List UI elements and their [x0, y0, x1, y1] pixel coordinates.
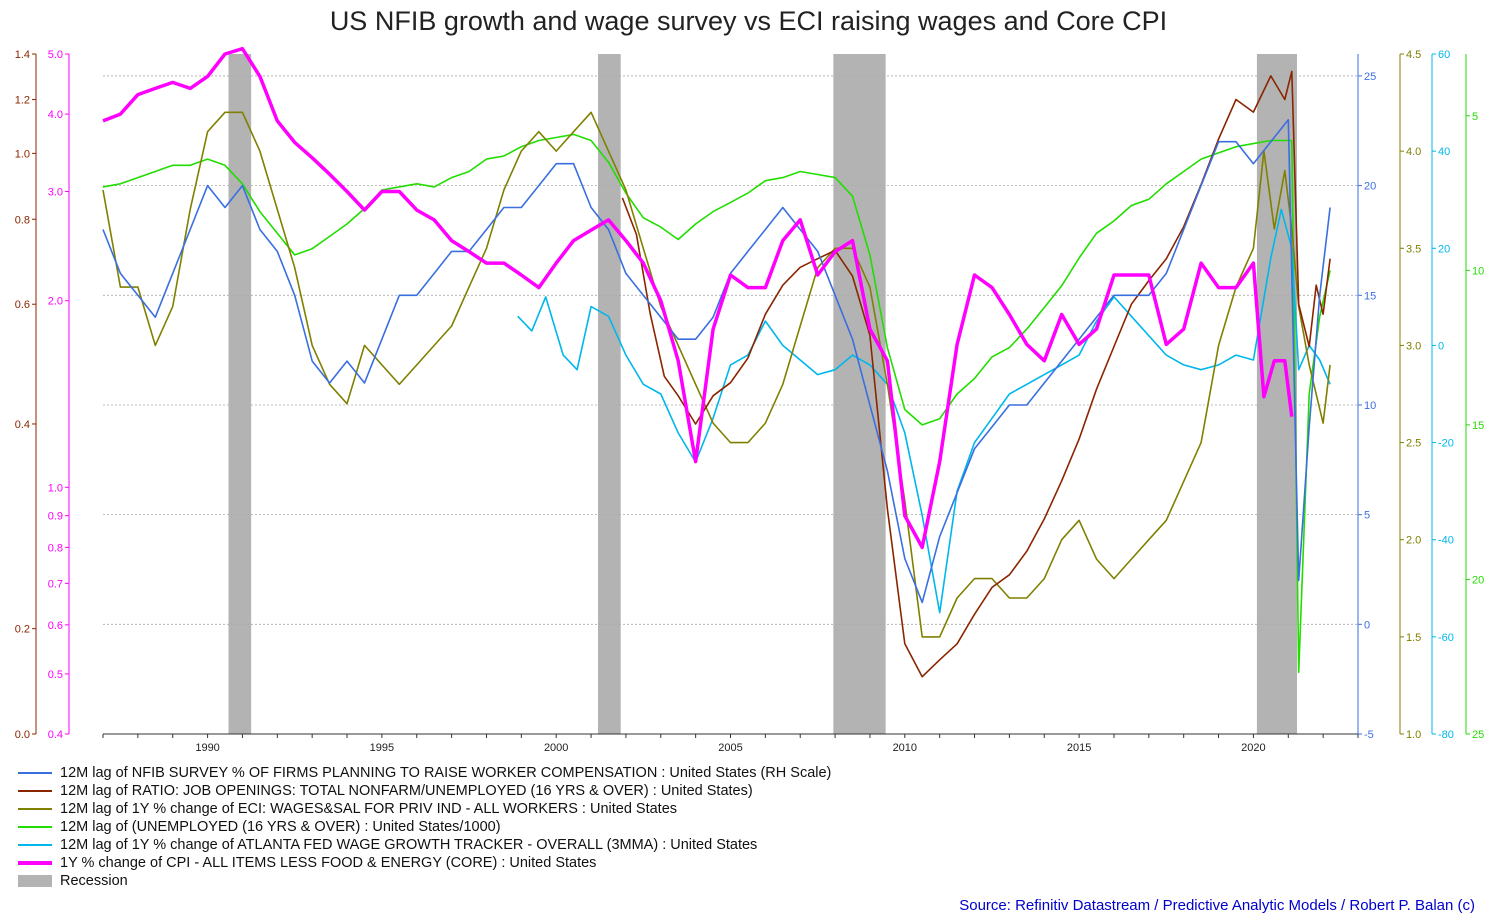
recession-band [833, 54, 886, 734]
job_ratio-tick-label: 0.6 [15, 299, 30, 311]
legend-swatch [18, 844, 52, 846]
nfib-tick-label: 15 [1364, 290, 1376, 302]
atlanta-tick-label: -80 [1438, 729, 1454, 741]
atlanta-tick-label: -20 [1438, 438, 1454, 450]
atlanta-tick-label: 0 [1438, 340, 1444, 352]
atlanta-tick-label: -60 [1438, 632, 1454, 644]
chart-title: US NFIB growth and wage survey vs ECI ra… [329, 6, 1168, 36]
recession-bands [228, 54, 1297, 734]
recession-band [228, 54, 252, 734]
cpi-tick-label: 4.0 [48, 109, 63, 121]
cpi-tick-label: 1.0 [48, 482, 63, 494]
nfib-tick-label: 0 [1364, 619, 1370, 631]
legend-item-cpi: 1Y % change of CPI - ALL ITEMS LESS FOOD… [18, 854, 831, 872]
job_ratio-tick-label: 0.0 [15, 729, 30, 741]
eci-tick-label: 2.5 [1406, 438, 1421, 450]
series-nfib [102, 119, 1331, 604]
unemployed-tick-label: 10 [1472, 265, 1484, 277]
x-tick-label: 1995 [370, 742, 394, 754]
legend-swatch [18, 772, 52, 774]
eci-tick-label: 4.5 [1406, 49, 1421, 61]
series-lines [102, 46, 1331, 678]
recession-band [598, 54, 621, 734]
eci-tick-label: 4.0 [1406, 146, 1421, 158]
legend-label: 1Y % change of CPI - ALL ITEMS LESS FOOD… [60, 855, 597, 871]
legend-label: 12M lag of 1Y % change of ATLANTA FED WA… [60, 837, 758, 853]
legend-item-nfib: 12M lag of NFIB SURVEY % OF FIRMS PLANNI… [18, 764, 831, 782]
legend-label: 12M lag of RATIO: JOB OPENINGS: TOTAL NO… [60, 783, 753, 799]
unemployed-tick-label: 5 [1472, 111, 1478, 123]
legend-item-atlanta: 12M lag of 1Y % change of ATLANTA FED WA… [18, 836, 831, 854]
cpi-tick-label: 0.6 [48, 620, 63, 632]
eci-tick-label: 3.5 [1406, 243, 1421, 255]
x-tick-label: 2005 [718, 742, 742, 754]
series-unemployed [102, 133, 1331, 674]
unemployed-tick-label: 25 [1472, 729, 1484, 741]
nfib-tick-label: 5 [1364, 510, 1370, 522]
eci-tick-label: 2.0 [1406, 535, 1421, 547]
nfib-tick-label: 25 [1364, 71, 1376, 83]
job_ratio-tick-label: 0.2 [15, 624, 30, 636]
legend-item-eci: 12M lag of 1Y % change of ECI: WAGES&SAL… [18, 800, 831, 818]
job_ratio-tick-label: 1.4 [15, 49, 30, 61]
eci-tick-label: 1.5 [1406, 632, 1421, 644]
job_ratio-tick-label: 1.0 [15, 148, 30, 160]
cpi-tick-label: 0.5 [48, 669, 63, 681]
legend-item-job-ratio: 12M lag of RATIO: JOB OPENINGS: TOTAL NO… [18, 782, 831, 800]
chart-canvas: 1990 1995 2000 2005 2010 2015 20200.00.20.40.6… [15, 46, 1485, 754]
x-tick-label: 2015 [1067, 742, 1091, 754]
legend-swatch [18, 790, 52, 792]
cpi-tick-label: 3.0 [48, 187, 63, 199]
axes: 1990 1995 2000 2005 2010 2015 20200.00.20.40.6… [15, 49, 1485, 754]
legend-swatch [18, 861, 52, 865]
cpi-tick-label: 0.9 [48, 511, 63, 523]
unemployed-tick-label: 15 [1472, 420, 1484, 432]
grid-lines [103, 75, 1358, 625]
job_ratio-tick-label: 0.8 [15, 214, 30, 226]
nfib-tick-label: 20 [1364, 181, 1376, 193]
legend: 12M lag of NFIB SURVEY % OF FIRMS PLANNI… [18, 764, 831, 890]
legend-label: 12M lag of NFIB SURVEY % OF FIRMS PLANNI… [60, 765, 832, 781]
legend-label: Recession [60, 873, 128, 889]
x-tick-label: 2010 [893, 742, 917, 754]
eci-tick-label: 1.0 [1406, 729, 1421, 741]
legend-item-recession: Recession [18, 872, 831, 890]
cpi-tick-label: 0.8 [48, 542, 63, 554]
atlanta-tick-label: 60 [1438, 49, 1450, 61]
atlanta-tick-label: 20 [1438, 243, 1450, 255]
nfib-tick-label: -5 [1364, 729, 1374, 741]
series-atlanta [517, 208, 1331, 614]
legend-swatch [18, 875, 52, 887]
legend-label: 12M lag of (UNEMPLOYED (16 YRS & OVER) :… [60, 819, 501, 835]
series-job-ratio [621, 70, 1331, 678]
x-tick-label: 2000 [544, 742, 568, 754]
atlanta-tick-label: -40 [1438, 535, 1454, 547]
cpi-tick-label: 0.4 [48, 729, 63, 741]
cpi-tick-label: 2.0 [48, 296, 63, 308]
nfib-tick-label: 10 [1364, 400, 1376, 412]
eci-tick-label: 3.0 [1406, 340, 1421, 352]
cpi-tick-label: 0.7 [48, 578, 63, 590]
x-tick-label: 2020 [1241, 742, 1265, 754]
atlanta-tick-label: 40 [1438, 146, 1450, 158]
source-note: Source: Refinitiv Datastream / Predictiv… [959, 897, 1475, 914]
series-eci [102, 111, 1331, 638]
legend-label: 12M lag of 1Y % change of ECI: WAGES&SAL… [60, 801, 678, 817]
x-tick-label: 1990 [195, 742, 219, 754]
unemployed-tick-label: 20 [1472, 574, 1484, 586]
series-cpi [102, 46, 1294, 550]
job_ratio-tick-label: 0.4 [15, 419, 30, 431]
legend-item-unemployed: 12M lag of (UNEMPLOYED (16 YRS & OVER) :… [18, 818, 831, 836]
legend-swatch [18, 808, 52, 810]
cpi-tick-label: 5.0 [48, 49, 63, 61]
job_ratio-tick-label: 1.2 [15, 95, 30, 107]
legend-swatch [18, 826, 52, 828]
